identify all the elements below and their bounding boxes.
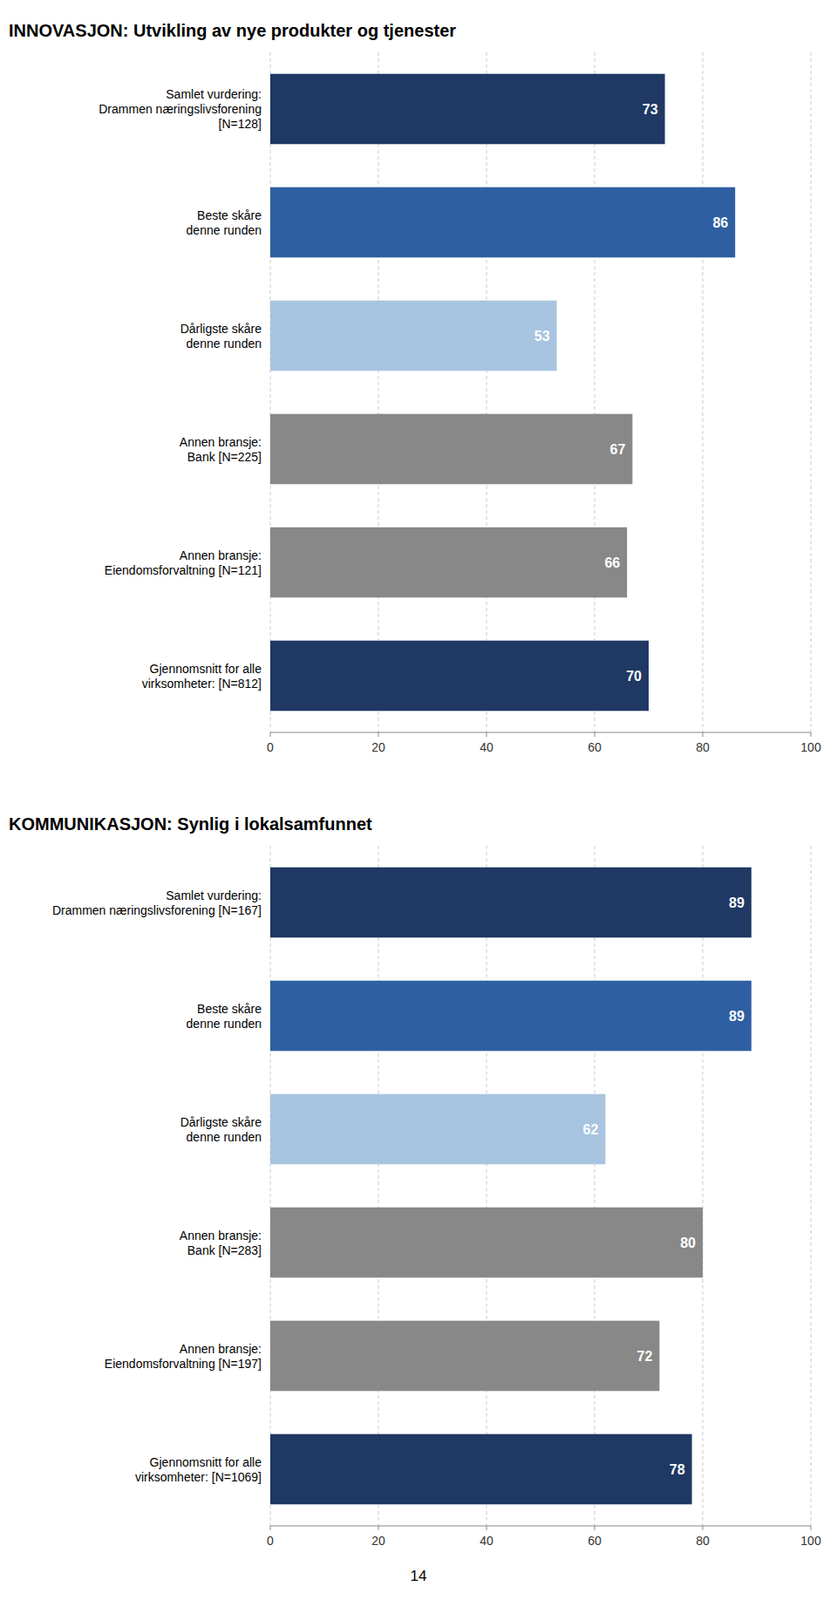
category-label: Dårligste skåredenne runden (180, 1115, 263, 1144)
grid-line (702, 52, 704, 733)
tick-mark (810, 1525, 812, 1531)
tick-label: 20 (371, 1533, 386, 1548)
tick-label: 20 (371, 740, 386, 755)
category-label: Samlet vurdering:Drammen næringslivsfore… (98, 87, 262, 131)
bar (270, 640, 649, 712)
chart-title: INNOVASJON: Utvikling av nye produkter o… (8, 20, 456, 41)
bar (270, 867, 752, 939)
bar (270, 1320, 660, 1392)
tick-label: 60 (587, 1533, 602, 1548)
tick-mark (378, 1525, 380, 1531)
data-label: 73 (642, 102, 659, 117)
category-label: Gjennomsnitt for allevirksomheter: [N=81… (142, 661, 263, 691)
grid-line (378, 845, 380, 1526)
chart: INNOVASJON: Utvikling av nye produkter o… (8, 20, 822, 755)
tick-mark (810, 732, 812, 737)
category-label: Annen bransje:Eiendomsforvaltning [N=121… (104, 548, 262, 578)
bar (270, 1434, 693, 1505)
grid-line (486, 845, 488, 1526)
data-label: 67 (610, 442, 627, 457)
tick-mark (594, 1525, 596, 1531)
bars (270, 74, 735, 712)
tick-label: 40 (479, 1533, 494, 1548)
data-label: 70 (626, 668, 642, 684)
grid-line (270, 52, 272, 733)
chart: KOMMUNIKASJON: Synlig i lokalsamfunnet 0 2… (8, 814, 822, 1548)
bars (270, 867, 752, 1505)
grid-line (810, 52, 812, 733)
tick-label: 0 (266, 740, 274, 755)
tick-mark (594, 732, 596, 737)
page: INNOVASJON: Utvikling av nye produkter o… (0, 0, 837, 1600)
data-label: 80 (680, 1235, 696, 1251)
bar (270, 187, 735, 259)
tick-mark (702, 732, 704, 737)
data-label: 78 (669, 1462, 686, 1477)
bar (270, 414, 633, 485)
tick-mark (702, 1525, 704, 1531)
bar (270, 1094, 606, 1165)
grid-line (810, 845, 812, 1526)
bar (270, 300, 558, 372)
tick-mark (486, 732, 488, 737)
data-label: 89 (728, 1008, 745, 1024)
category-label: Annen bransje:Bank [N=225] (179, 435, 262, 464)
bar (270, 980, 752, 1052)
x-axis-line (270, 1525, 811, 1527)
tick-mark (486, 1525, 488, 1531)
grid-line (378, 52, 380, 733)
bar (270, 1207, 703, 1279)
labels: 73 Samlet vurdering:Drammen næringslivsfo… (98, 87, 729, 691)
tick-mark (378, 732, 380, 737)
x-axis-line (270, 732, 811, 734)
category-label: Gjennomsnitt for allevirksomheter: [N=10… (135, 1455, 262, 1484)
category-label: Beste skåredenne runden (186, 208, 263, 238)
category-label: Annen bransje:Eiendomsforvaltning [N=197… (104, 1341, 262, 1371)
data-label: 53 (534, 328, 551, 344)
tick-label: 40 (479, 740, 494, 755)
grid-line (702, 845, 704, 1526)
category-label: Dårligste skåredenne runden (180, 321, 263, 351)
tick-label: 60 (587, 740, 602, 755)
tick-label: 80 (695, 1533, 710, 1548)
tick-label: 100 (800, 1533, 822, 1548)
data-label: 86 (712, 215, 729, 231)
tick-label: 80 (695, 740, 710, 755)
grid-line (594, 52, 596, 733)
bar (270, 527, 627, 599)
data-label: 66 (604, 555, 620, 571)
data-label: 72 (637, 1348, 654, 1364)
labels: 89 Samlet vurdering:Drammen næringslivsfo… (52, 888, 745, 1484)
tick-label: 100 (800, 740, 822, 755)
chart-title: KOMMUNIKASJON: Synlig i lokalsamfunnet (8, 814, 373, 834)
page-number: 14 (410, 1567, 428, 1585)
grid-line (594, 845, 596, 1526)
tick-mark (270, 1525, 272, 1531)
data-label: 62 (583, 1122, 599, 1137)
grid-line (270, 845, 272, 1526)
grid-line (486, 52, 488, 733)
category-label: Beste skåredenne runden (186, 1001, 263, 1031)
data-label: 89 (728, 895, 745, 911)
tick-label: 0 (266, 1533, 274, 1548)
category-label: Annen bransje:Bank [N=283] (179, 1228, 262, 1258)
tick-mark (270, 732, 272, 737)
category-label: Samlet vurdering:Drammen næringslivsfore… (52, 888, 262, 918)
bar (270, 74, 666, 145)
